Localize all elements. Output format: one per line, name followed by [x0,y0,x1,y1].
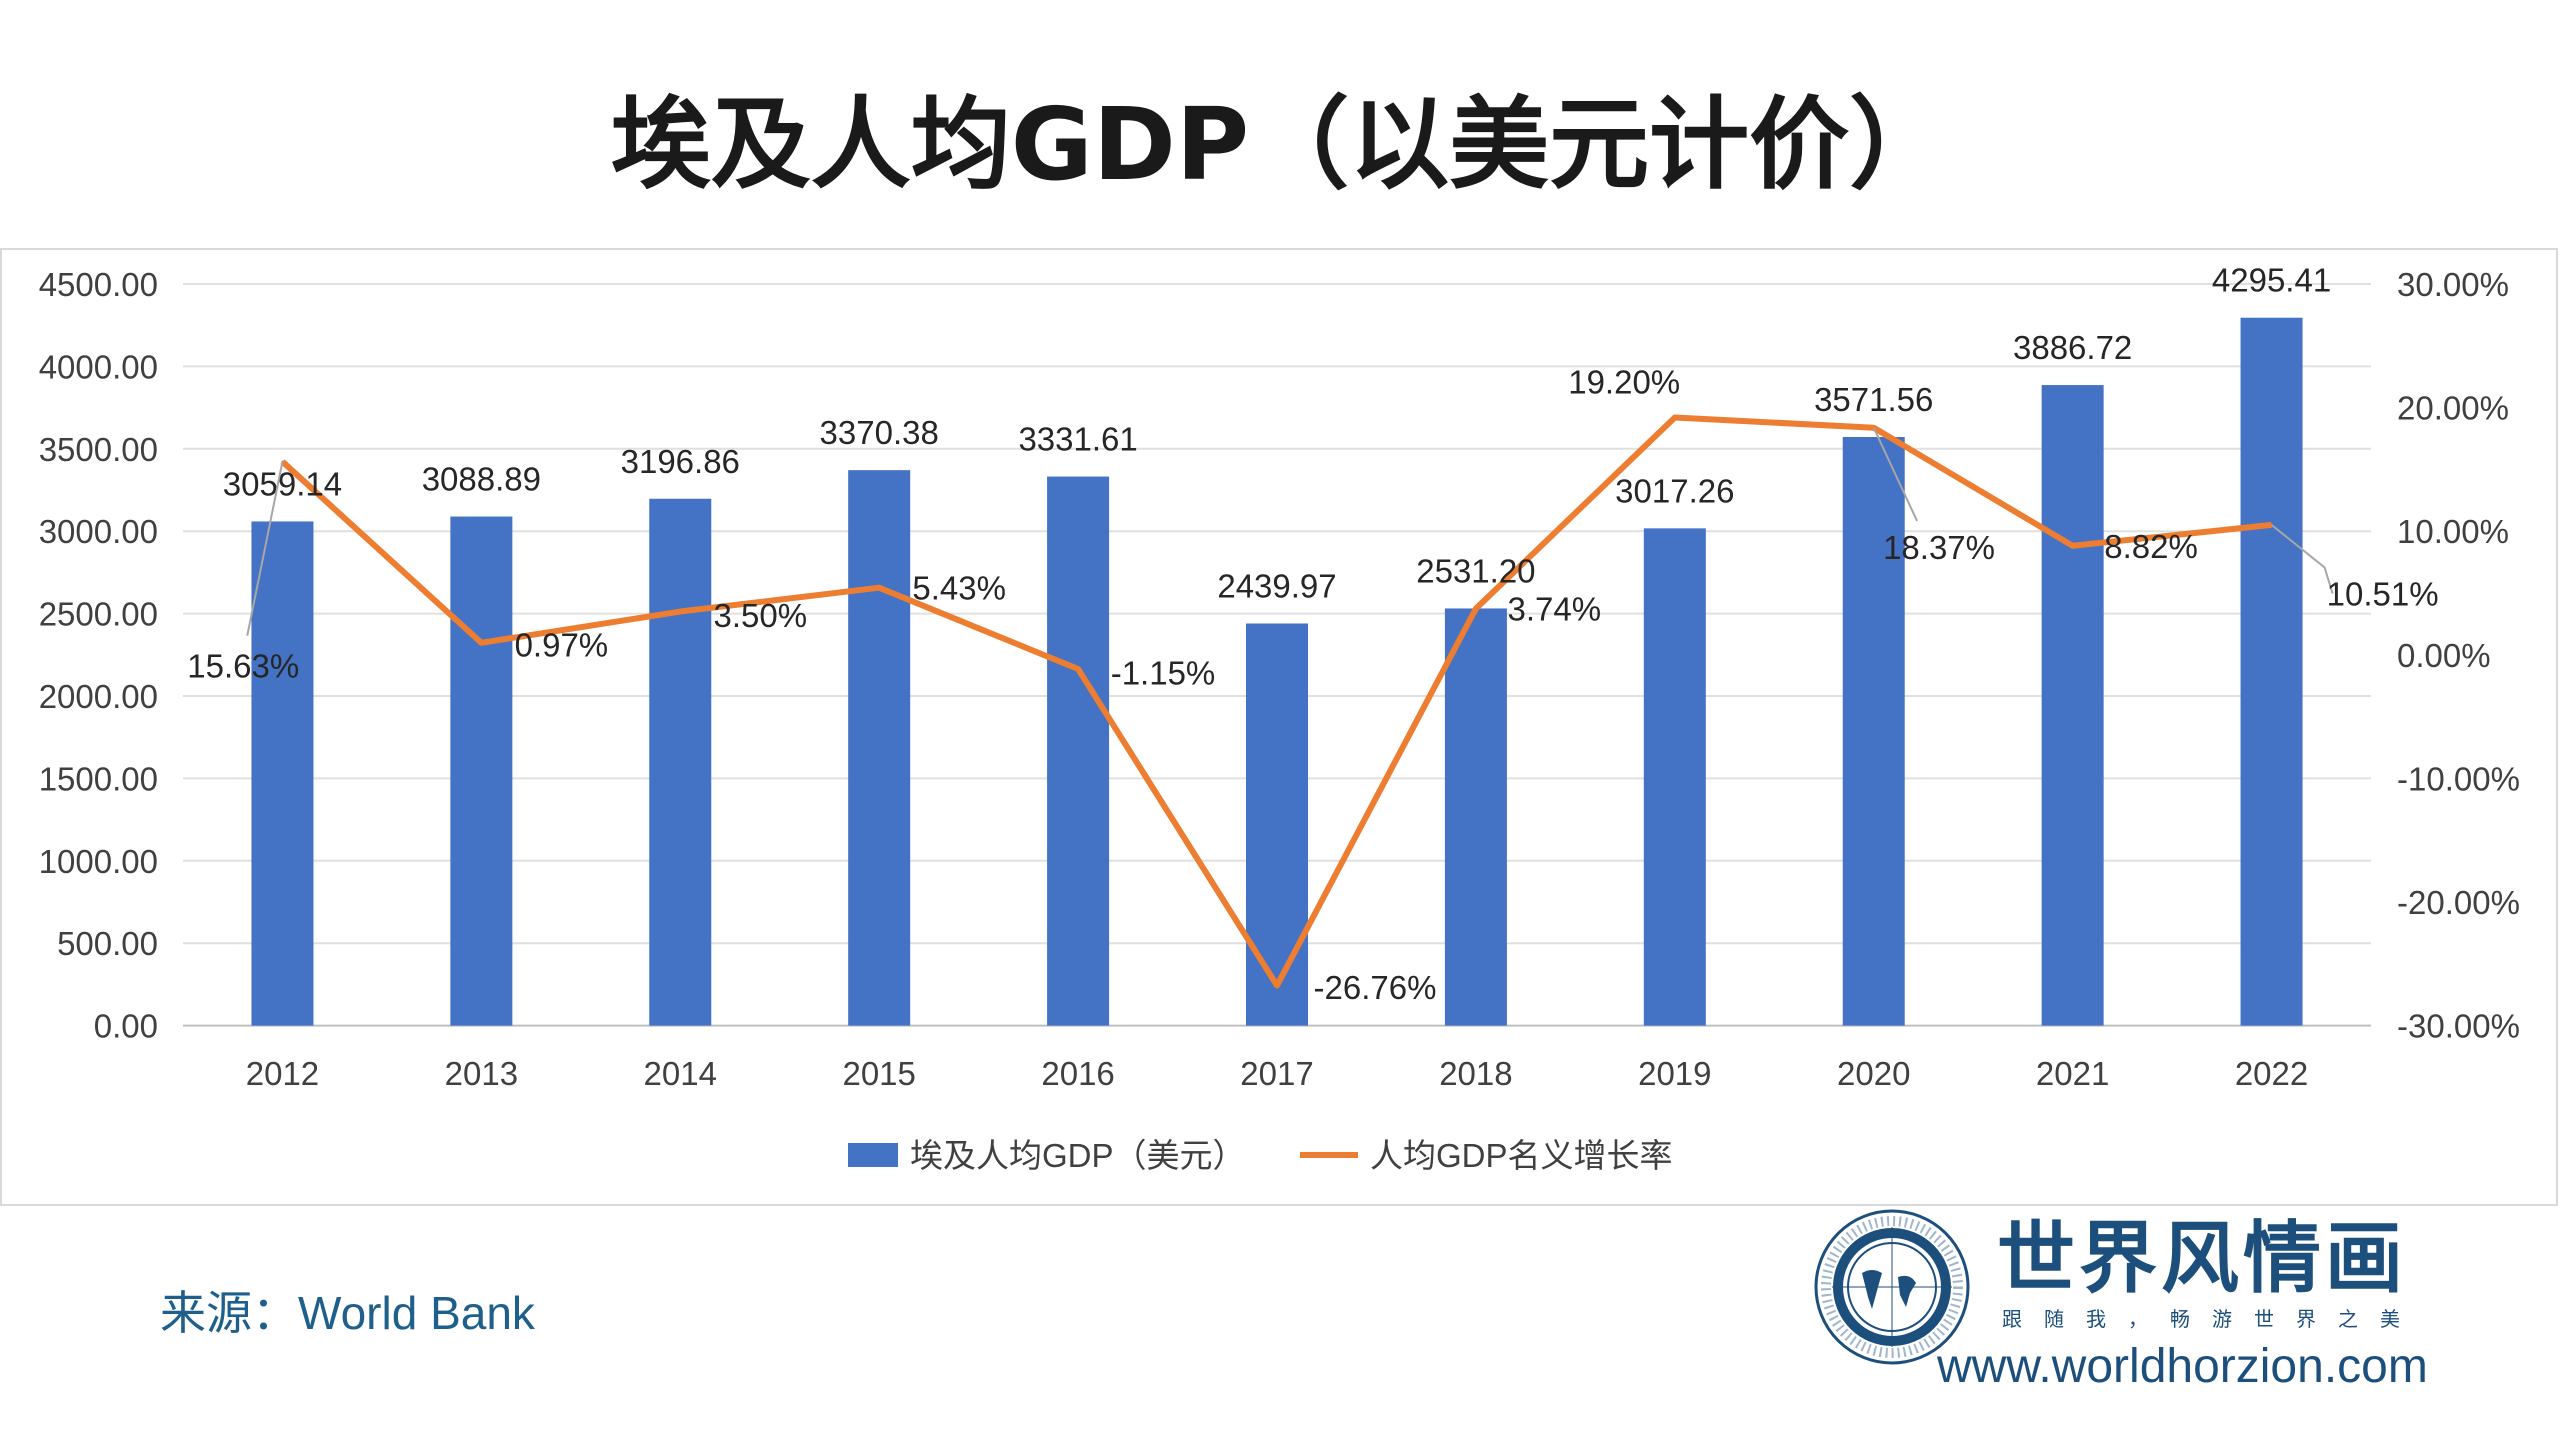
bar-data-label: 3571.56 [1814,381,1933,418]
bar-data-label: 3059.14 [223,465,342,502]
logo: 世界风情画 跟随我，畅游世界之美 www.worldhorzion.com [1812,1205,2472,1400]
chart-frame [0,248,2558,1206]
leader-line [2270,524,2334,594]
x-tick-label: 2015 [842,1055,915,1092]
bar-data-label: 3886.72 [2013,329,2132,366]
bar-data-label: 2439.97 [1217,567,1336,604]
x-tick-label: 2013 [445,1055,518,1092]
right-tick-label: 0.00% [2397,637,2491,674]
bar [1444,608,1507,1026]
page-title: 埃及人均GDP（以美元计价） [610,86,1950,203]
right-tick-label: -30.00% [2397,1008,2520,1045]
bar-data-label: 3196.86 [621,443,740,480]
line-data-label: 5.43% [912,570,1006,607]
line-data-label: 3.74% [1508,591,1602,628]
left-tick-label: 1000.00 [39,843,158,880]
bar-data-label: 3331.61 [1018,421,1137,458]
x-tick-label: 2020 [1837,1055,1910,1092]
bar [251,521,314,1026]
bar [1842,437,1905,1026]
bar-data-label: 3017.26 [1615,472,1734,509]
right-tick-label: -10.00% [2397,760,2520,797]
line-point [2071,544,2074,547]
legend-bar-swatch [848,1143,898,1167]
line-point [1077,668,1080,671]
line-data-label: 19.20% [1568,364,1680,401]
logo-slogan: 跟随我，畅游世界之美 [2002,1309,2422,1331]
line-data-label: 0.97% [515,626,609,663]
x-tick-label: 2012 [246,1055,319,1092]
line-data-label: 8.82% [2104,528,2198,565]
left-tick-label: 2500.00 [39,596,158,633]
logo-url: www.worldhorzion.com [1937,1340,2428,1393]
leader-line [1872,427,1918,522]
right-tick-label: -20.00% [2397,884,2520,921]
bar [848,470,911,1026]
left-tick-label: 1500.00 [39,760,158,797]
left-tick-label: 4000.00 [39,348,158,385]
right-tick-label: 20.00% [2397,390,2509,427]
x-tick-label: 2019 [1638,1055,1711,1092]
left-tick-label: 4500.00 [39,266,158,303]
left-tick-label: 0.00 [94,1008,158,1045]
source-note: 来源：World Bank [160,1287,535,1339]
line-point [679,610,682,613]
x-tick-label: 2016 [1041,1055,1114,1092]
legend-line-label: 人均GDP名义增长率 [1370,1137,1673,1174]
x-tick-label: 2021 [2036,1055,2109,1092]
bar [1047,476,1110,1026]
x-tick-label: 2017 [1240,1055,1313,1092]
right-tick-label: 10.00% [2397,513,2509,550]
line-data-label: 3.50% [714,597,808,634]
logo-name: 世界风情画 [1997,1214,2408,1304]
leader-line [246,461,284,636]
compass-globe-icon [1814,1209,1970,1365]
line-point [1276,984,1278,987]
bar-data-label: 3370.38 [820,414,939,451]
line-data-label: 10.51% [2327,575,2439,612]
bar [1643,528,1706,1026]
left-tick-label: 500.00 [57,925,158,962]
right-tick-label: 30.00% [2397,266,2509,303]
line-data-label: -26.76% [1314,969,1437,1006]
line-point [480,641,483,644]
legend-bar-label: 埃及人均GDP（美元） [910,1137,1246,1174]
bar-data-label: 2531.20 [1416,552,1535,589]
left-tick-label: 2000.00 [39,678,158,715]
line-point [1673,416,1676,419]
x-tick-label: 2022 [2235,1055,2308,1092]
bar [649,498,712,1026]
line-point [1474,607,1477,610]
bar [2041,385,2104,1026]
bar-data-label: 3088.89 [422,461,541,498]
line-data-label: -1.15% [1111,654,1216,691]
x-tick-label: 2018 [1439,1055,1512,1092]
x-tick-label: 2014 [644,1055,717,1092]
left-tick-label: 3500.00 [39,431,158,468]
bar [450,516,513,1026]
bar [1246,623,1308,1026]
left-tick-label: 3000.00 [39,513,158,550]
bar-data-label: 4295.41 [2212,262,2331,299]
line-data-label: 15.63% [187,648,299,685]
line-point [878,586,881,589]
bar [2240,317,2303,1026]
line-data-label: 18.37% [1883,529,1995,566]
